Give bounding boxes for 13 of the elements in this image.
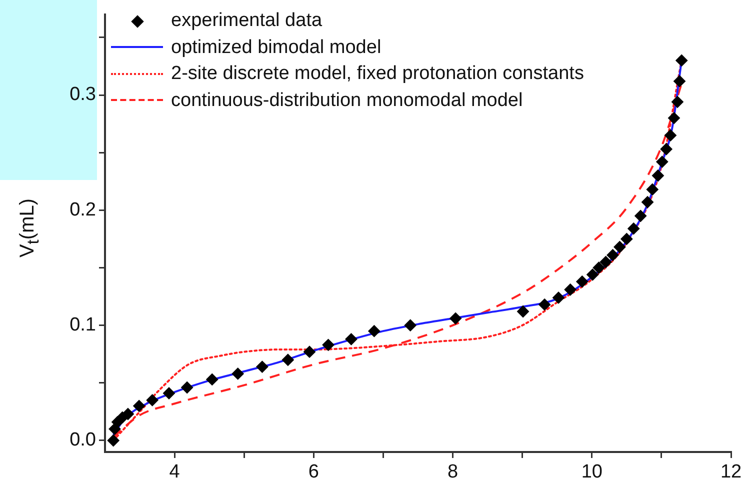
x-tick-label: 6 <box>308 462 319 483</box>
y-tick-label: 0.3 <box>70 84 96 106</box>
y-tick-label: 0.0 <box>70 430 96 451</box>
x-tick-label: 8 <box>447 462 458 483</box>
legend-label: experimental data <box>171 10 322 31</box>
y-tick-label: 0.2 <box>70 199 96 220</box>
legend-label: continuous-distribution monomodal model <box>171 90 523 110</box>
legend-label: optimized bimodal model <box>171 36 382 58</box>
x-tick-label: 4 <box>169 462 180 483</box>
x-tick-label: 12 <box>720 462 742 483</box>
legend-label: 2-site discrete model, fixed protonation constants <box>171 63 584 84</box>
y-tick-label: 0.1 <box>70 314 96 336</box>
x-tick-label: 10 <box>581 462 602 483</box>
